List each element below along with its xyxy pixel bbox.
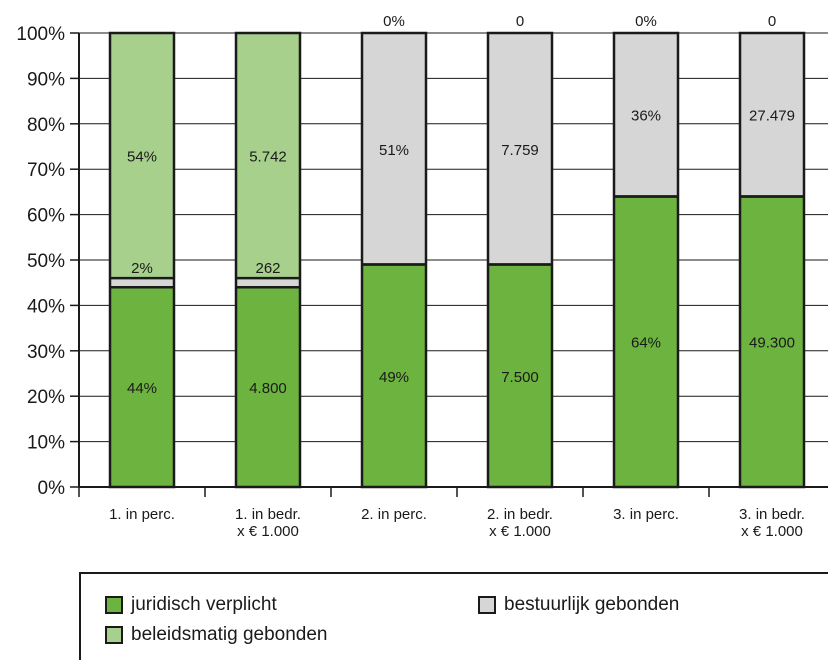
legend-item-bestuurlijk-gebonden: bestuurlijk gebonden (478, 594, 679, 616)
bar-segment-juridisch-verplicht (614, 196, 678, 487)
legend-item-beleidsmatig-gebonden: beleidsmatig gebonden (105, 624, 328, 646)
y-tick-label: 90% (27, 69, 65, 90)
bar-segment-juridisch-verplicht (236, 287, 300, 487)
data-label: 0 (516, 13, 524, 30)
x-tick-label: 2. in bedr. (487, 506, 553, 523)
bar-segment-bestuurlijk-gebonden (362, 33, 426, 265)
bar-segment-juridisch-verplicht (488, 264, 552, 487)
y-tick-label: 70% (27, 160, 65, 181)
data-label: 0 (768, 13, 776, 30)
stacked-bar-chart: 0% 10% 20% 30% 40% 50% 60% 70% 80% 90% 100% 44% 2% 54… (16, 13, 828, 540)
data-label: 0% (383, 13, 405, 30)
bar-segment-bestuurlijk-gebonden (740, 33, 804, 197)
bar-segment-bestuurlijk-gebonden (488, 33, 552, 265)
bar-segment-bestuurlijk-gebonden (236, 278, 300, 288)
bar-segment-juridisch-verplicht (740, 196, 804, 487)
bar-segment-bestuurlijk-gebonden (110, 278, 174, 288)
bar-segment-juridisch-verplicht (362, 264, 426, 487)
data-label: 2% (131, 260, 153, 277)
legend-swatch-juridisch-verplicht (105, 596, 123, 614)
data-label: 27.479 (749, 108, 795, 125)
y-tick-label: 30% (27, 342, 65, 363)
bar-segment-bestuurlijk-gebonden (614, 33, 678, 197)
chart-legend: juridisch verplicht bestuurlijk gebonden… (79, 572, 828, 660)
y-tick-label: 10% (27, 433, 65, 454)
legend-label-bestuurlijk-gebonden: bestuurlijk gebonden (504, 594, 680, 615)
bar-outline (486, 31, 554, 489)
data-label: 7.759 (501, 142, 539, 159)
x-tick-label: 1. in perc. (109, 506, 175, 523)
legend-swatch-beleidsmatig-gebonden (105, 626, 123, 644)
bar-segment-beleidsmatig-gebonden (110, 33, 174, 279)
data-label: 44% (127, 380, 157, 397)
bar-segment-juridisch-verplicht (110, 287, 174, 487)
y-tick-label: 50% (27, 251, 65, 272)
data-label: 49% (379, 369, 409, 386)
legend-swatch-bestuurlijk-gebonden (478, 596, 496, 614)
data-label: 7.500 (501, 369, 539, 386)
data-label: 262 (255, 260, 280, 277)
bar-segment-beleidsmatig-gebonden (236, 33, 300, 279)
legend-item-juridisch-verplicht: juridisch verplicht (105, 594, 277, 616)
bar-outline (108, 31, 176, 489)
y-tick-label: 0% (38, 478, 66, 499)
bar-outline (360, 31, 428, 489)
data-label: 36% (631, 108, 661, 125)
bar-outline (234, 31, 302, 489)
y-tick-label: 40% (27, 296, 65, 317)
data-label: 51% (379, 142, 409, 159)
data-label: 49.300 (749, 335, 795, 352)
x-tick-label: x € 1.000 (237, 523, 299, 540)
data-label: 54% (127, 149, 157, 166)
x-tick-label: 3. in bedr. (739, 506, 805, 523)
legend-label-juridisch-verplicht: juridisch verplicht (131, 594, 277, 615)
y-tick-label: 60% (27, 206, 65, 227)
y-tick-label: 100% (16, 24, 65, 45)
y-tick-label: 80% (27, 115, 65, 136)
bar-outline (612, 31, 680, 489)
y-tick-label: 20% (27, 387, 65, 408)
x-tick-label: 2. in perc. (361, 506, 427, 523)
bar-outline (738, 31, 806, 489)
data-label: 5.742 (249, 149, 287, 166)
x-tick-label: 1. in bedr. (235, 506, 301, 523)
x-tick-label: x € 1.000 (741, 523, 803, 540)
data-label: 64% (631, 335, 661, 352)
legend-label-beleidsmatig-gebonden: beleidsmatig gebonden (131, 624, 328, 645)
data-label: 4.800 (249, 380, 287, 397)
x-tick-label: x € 1.000 (489, 523, 551, 540)
data-label: 0% (635, 13, 657, 30)
x-tick-label: 3. in perc. (613, 506, 679, 523)
